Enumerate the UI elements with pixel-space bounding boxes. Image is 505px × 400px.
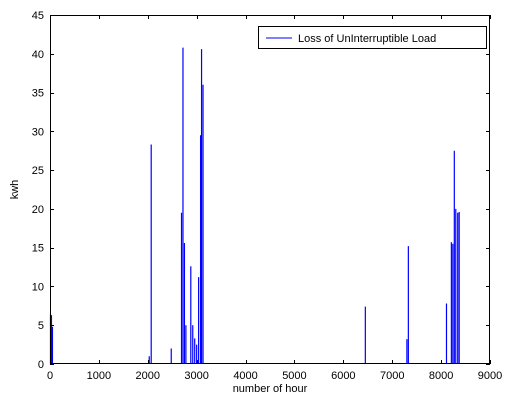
x-tick-label: 0: [47, 370, 53, 382]
y-tick-label: 10: [32, 281, 44, 293]
series-layer: [49, 47, 490, 364]
x-tick-label: 7000: [380, 370, 404, 382]
x-tick-label: 3000: [184, 370, 208, 382]
plot-frame: [50, 15, 490, 364]
y-tick-label: 40: [32, 49, 44, 61]
y-tick-label: 0: [38, 359, 44, 371]
legend-entry-label: Loss of UnInterruptible Load: [298, 33, 436, 45]
y-tick-label: 30: [32, 126, 44, 138]
x-tick-label: 2000: [136, 370, 160, 382]
plot-area: [50, 15, 490, 364]
x-tick-label: 1000: [87, 370, 111, 382]
y-tick-label: 45: [32, 10, 44, 22]
y-axis-label: kwh: [9, 180, 21, 200]
y-tick-label: 25: [32, 165, 44, 177]
y-tick-label: 15: [32, 243, 44, 255]
ticks-layer: 0 1000 2000 3000 4000 5000 6000 7000 8000 9000 0 5 1…: [32, 10, 502, 382]
x-tick-label: 5000: [282, 370, 306, 382]
y-tick-label: 35: [32, 88, 44, 100]
y-tick-label: 5: [38, 320, 44, 332]
legend-box: [258, 26, 487, 49]
x-tick-label: 9000: [478, 370, 502, 382]
x-tick-label: 6000: [331, 370, 355, 382]
series-0: [49, 47, 490, 364]
legend: Loss of UnInterruptible Load: [258, 26, 487, 49]
x-axis-label: number of hour: [233, 383, 308, 395]
y-tick-label: 20: [32, 204, 44, 216]
x-tick-label: 8000: [429, 370, 453, 382]
x-tick-label: 4000: [233, 370, 257, 382]
